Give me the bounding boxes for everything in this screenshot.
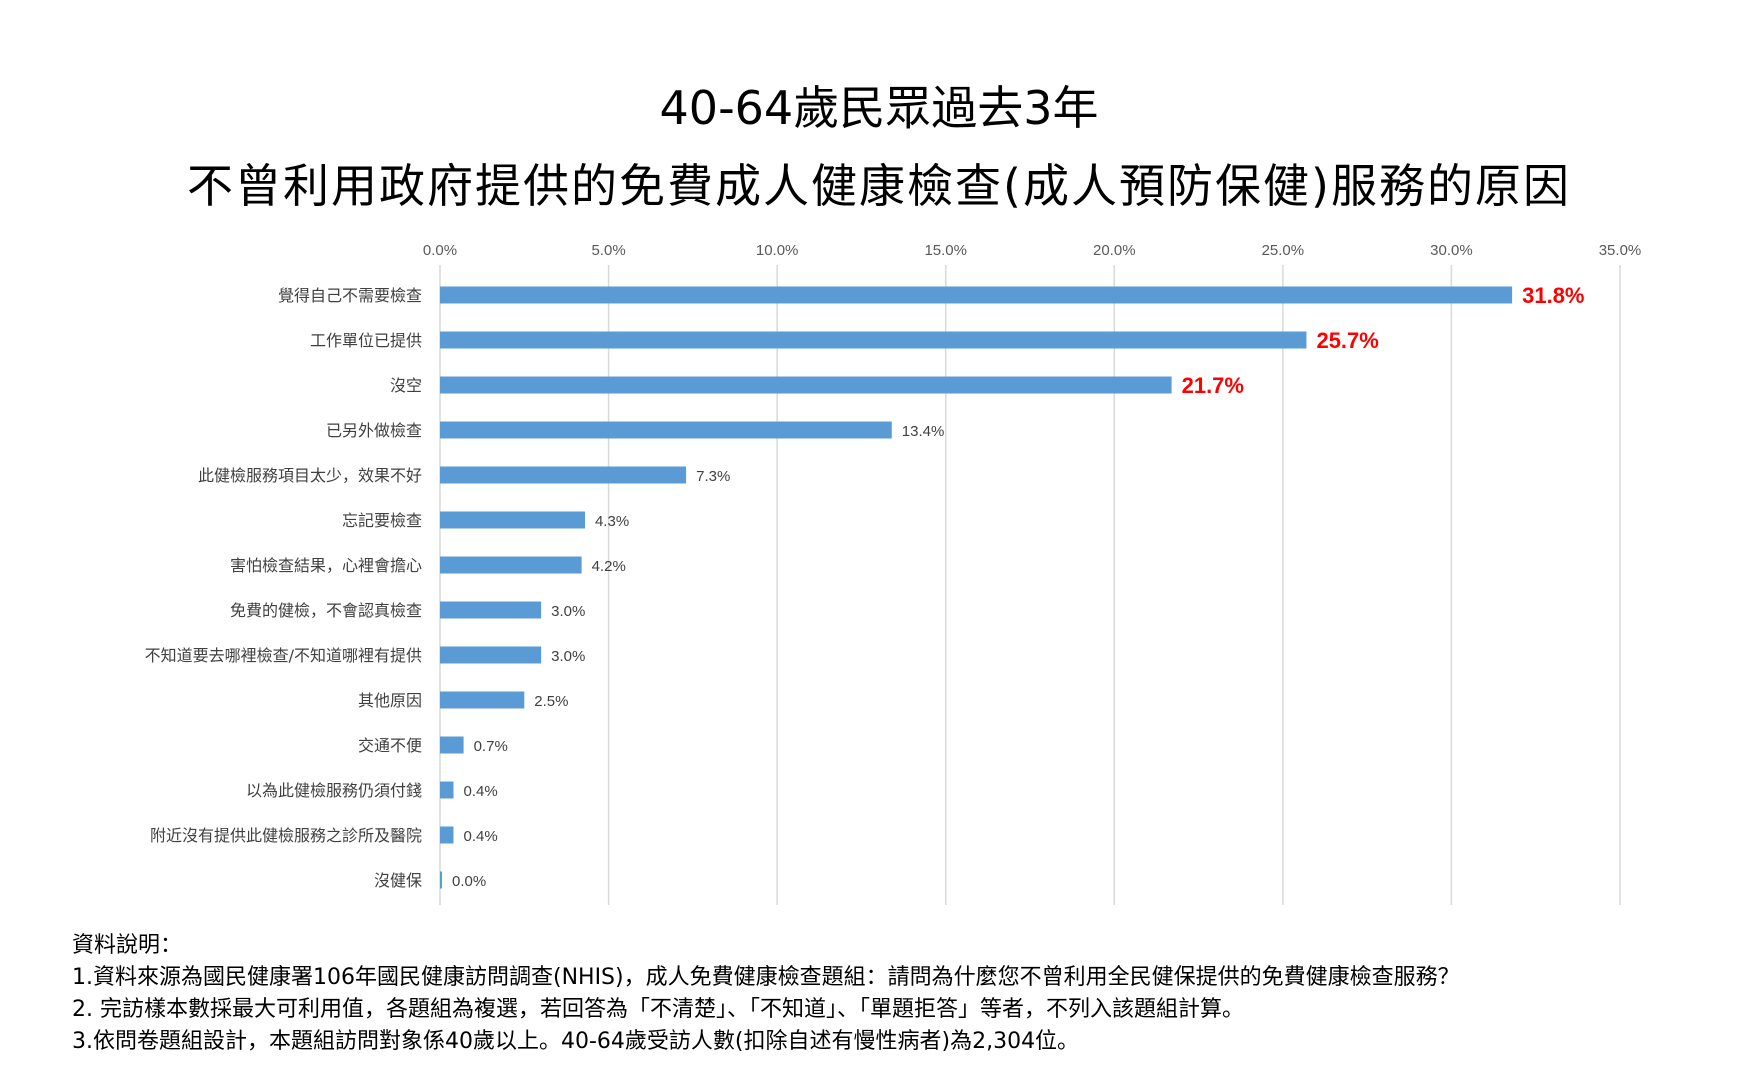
x-tick-label: 30.0% [1430, 242, 1473, 259]
bar [440, 601, 542, 619]
data-label: 2.5% [534, 693, 568, 710]
category-label: 其他原因 [358, 691, 422, 710]
x-tick-label: 15.0% [924, 242, 967, 259]
data-label: 3.0% [551, 648, 585, 665]
data-label: 25.7% [1316, 328, 1378, 353]
category-label: 沒空 [390, 376, 422, 395]
bar [440, 871, 442, 889]
notes-line-1: 1.資料來源為國民健康署106年國民健康訪問調查(NHIS)，成人免費健康檢查題… [72, 965, 1460, 990]
x-tick-label: 35.0% [1599, 242, 1642, 259]
data-label: 4.2% [592, 558, 626, 575]
data-label: 21.7% [1182, 373, 1244, 398]
bar [440, 646, 542, 664]
data-label: 13.4% [902, 423, 945, 440]
notes-heading: 資料說明： [72, 933, 183, 958]
bar [440, 421, 892, 439]
category-label: 忘記要檢查 [342, 511, 422, 530]
data-label: 31.8% [1522, 283, 1584, 308]
data-label: 0.0% [452, 873, 486, 890]
category-label: 以為此健檢服務仍須付錢 [246, 781, 422, 800]
x-tick-label: 10.0% [756, 242, 799, 259]
category-label: 不知道要去哪裡檢查/不知道哪裡有提供 [145, 646, 422, 665]
x-tick-label: 20.0% [1093, 242, 1136, 259]
bar [440, 466, 687, 484]
chart-title-line-2: 不曾利用政府提供的免費成人健康檢查(成人預防保健)服務的原因 [187, 159, 1571, 213]
bar [440, 736, 464, 754]
x-tick-label: 0.0% [423, 242, 457, 259]
data-label: 0.4% [463, 828, 497, 845]
category-label: 此健檢服務項目太少，效果不好 [198, 466, 422, 485]
data-label: 0.7% [474, 738, 508, 755]
data-notes: 資料說明： 1.資料來源為國民健康署106年國民健康訪問調查(NHIS)，成人免… [72, 930, 1460, 1058]
bar [440, 556, 582, 574]
category-label: 沒健保 [374, 871, 422, 890]
bar [440, 376, 1172, 394]
category-label: 附近沒有提供此健檢服務之診所及醫院 [150, 826, 422, 845]
category-label: 工作單位已提供 [310, 331, 422, 350]
notes-line-3: 3.依問卷題組設計，本題組訪問對象係40歲以上。40-64歲受訪人數(扣除自述有… [72, 1029, 1080, 1054]
chart-title-line-1: 40-64歲民眾過去3年 [659, 81, 1099, 135]
data-label: 3.0% [551, 603, 585, 620]
x-tick-label: 5.0% [591, 242, 625, 259]
data-label: 7.3% [696, 468, 730, 485]
x-tick-label: 25.0% [1262, 242, 1305, 259]
category-label: 已另外做檢查 [326, 421, 422, 440]
bar [440, 826, 454, 844]
category-label: 免費的健檢，不會認真檢查 [230, 601, 422, 620]
bar [440, 691, 525, 709]
data-label: 4.3% [595, 513, 629, 530]
bar [440, 286, 1513, 304]
bar [440, 331, 1307, 349]
bar [440, 511, 585, 529]
category-label: 覺得自己不需要檢查 [278, 286, 422, 305]
notes-line-2: 2. 完訪樣本數採最大可利用值，各題組為複選，若回答為「不清楚」、「不知道」、「… [72, 997, 1244, 1022]
category-label: 害怕檢查結果，心裡會擔心 [230, 556, 422, 575]
bar [440, 781, 454, 799]
bar-chart: 0.0% 5.0% 10.0% 15.0% 20.0% 25.0% 30.0% 35.0% 覺得… [145, 242, 1642, 905]
data-label: 0.4% [463, 783, 497, 800]
category-label: 交通不便 [358, 736, 422, 755]
